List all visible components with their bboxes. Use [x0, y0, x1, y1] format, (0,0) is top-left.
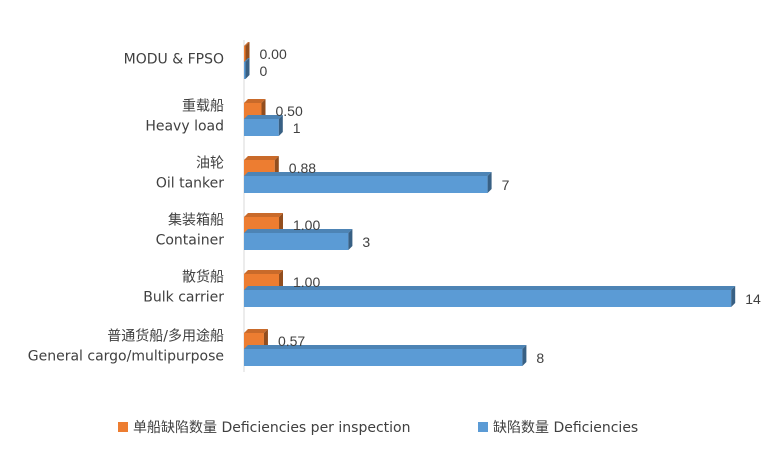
category-tick-label: General cargo/multipurpose [28, 349, 224, 365]
legend-swatch [118, 422, 128, 432]
bar-deficiencies [244, 172, 492, 193]
bar-deficiencies-per-inspection [244, 42, 250, 62]
category-tick-label: Container [156, 233, 225, 249]
category-tick-label: Bulk carrier [143, 290, 224, 306]
category-tick-label: Oil tanker [156, 176, 224, 192]
bar-deficiencies [244, 345, 527, 366]
data-label-deficiencies: 8 [536, 350, 544, 366]
data-label-per-inspection: 0.57 [278, 333, 305, 349]
bar-deficiencies [244, 229, 353, 250]
data-label-per-inspection: 1.00 [293, 274, 320, 290]
category-tick-label: 集装箱船 [168, 212, 224, 229]
legend-swatch [478, 422, 488, 432]
data-label-per-inspection: 0.50 [276, 103, 303, 119]
legend-label: 缺陷数量 Deficiencies [493, 420, 638, 436]
legend-item-per-inspection: 单船缺陷数量 Deficiencies per inspection [118, 420, 410, 436]
labels: 0.000 0.501 0.88 7 1.00 3 1.00 14 0.57 8 [260, 46, 761, 366]
category-tick-label: MODU & FPSO [124, 52, 224, 68]
category-tick-label: 散货船 [182, 269, 224, 286]
bars [244, 42, 736, 366]
data-label-per-inspection: 0.88 [289, 160, 316, 176]
data-label-deficiencies: 0 [260, 63, 268, 79]
category-tick-label: 油轮 [196, 156, 224, 172]
data-label-per-inspection: 1.00 [293, 217, 320, 233]
data-label-per-inspection: 0.00 [260, 46, 287, 62]
data-label-deficiencies: 14 [745, 291, 761, 307]
bar-deficiencies [244, 58, 250, 79]
data-label-deficiencies: 3 [362, 234, 370, 250]
category-tick-label: 普通货船/多用途船 [107, 328, 224, 345]
legend-label: 单船缺陷数量 Deficiencies per inspection [133, 420, 410, 436]
legend-item-deficiencies: 缺陷数量 Deficiencies [478, 420, 638, 436]
category-tick-label: 重载船 [182, 99, 224, 115]
data-label-deficiencies: 7 [502, 177, 510, 193]
legend: 单船缺陷数量 Deficiencies per inspection 缺陷数量 D… [118, 420, 638, 436]
category-tick-label: Heavy load [145, 119, 224, 135]
category-axis: MODU & FPSO 重载船 Heavy load 油轮 Oil tanker 集装箱船… [28, 40, 245, 372]
data-label-deficiencies: 1 [293, 120, 301, 136]
bar-deficiencies [244, 286, 736, 307]
bar-deficiencies [244, 115, 283, 136]
